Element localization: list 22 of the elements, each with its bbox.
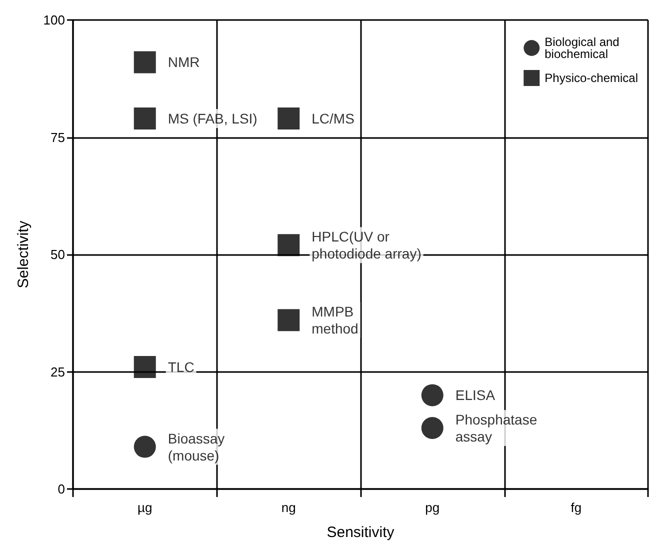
data-label: MS (FAB, LSI) [168, 110, 258, 126]
legend-label: Physico-chemical [544, 71, 638, 85]
data-label: Bioassay (mouse) [168, 430, 225, 464]
data-label: NMR [168, 54, 200, 70]
legend-label: Biological and biochemical [544, 35, 623, 61]
data-label: TLC [168, 359, 194, 376]
x-tick-label: µg [138, 500, 152, 515]
x-tick-label: ng [281, 500, 296, 515]
x-tick-label: fg [570, 500, 582, 515]
data-label: Phosphatase assay [455, 412, 538, 445]
y-tick-label: 50 [50, 247, 65, 262]
y-tick-label: 0 [58, 482, 65, 496]
y-tick-label: 100 [43, 12, 65, 28]
x-tick-label: pg [425, 500, 440, 515]
data-label: LC/MS [312, 110, 354, 126]
x-axis-title: Sensitivity [326, 524, 395, 541]
data-label: HPLC(UV or photodiode array) [312, 228, 422, 262]
y-axis-title: Selectivity [15, 220, 32, 288]
data-label: MMPB method [312, 304, 358, 337]
data-label: ELISA [455, 387, 496, 404]
y-tick-label: 75 [50, 130, 65, 145]
y-tick-label: 25 [50, 364, 65, 380]
